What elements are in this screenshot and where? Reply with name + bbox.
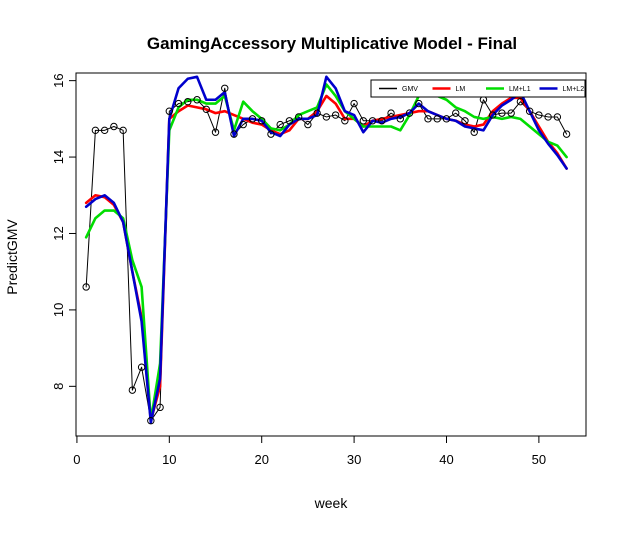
data-point-gmv (535, 111, 543, 119)
data-point-gmv (516, 97, 525, 106)
plot-series-group (82, 75, 571, 425)
x-tick-label: 20 (254, 452, 268, 467)
data-point-gmv (498, 109, 506, 117)
data-point-gmv (221, 84, 229, 92)
data-point-gmv (137, 363, 146, 371)
data-point-gmv (147, 417, 155, 425)
legend-label-gmv: GMV (402, 86, 418, 93)
series-line-lm-l2 (84, 75, 568, 424)
data-point-gmv (331, 111, 340, 119)
data-point-gmv (562, 130, 571, 138)
plot-frame (75, 72, 587, 437)
data-point-gmv (405, 109, 414, 117)
legend-label-lm-l1: LM+L1 (509, 86, 531, 93)
x-tick-label: 50 (532, 452, 546, 467)
data-point-gmv (267, 130, 275, 138)
data-point-gmv (359, 117, 368, 125)
data-point-gmv (119, 126, 127, 135)
data-point-gmv (341, 117, 349, 125)
data-point-gmv (211, 128, 220, 136)
data-point-gmv (461, 117, 469, 125)
data-point-gmv (452, 109, 460, 117)
legend-box (370, 79, 586, 98)
data-point-gmv (378, 117, 386, 125)
x-axis-label: week (314, 495, 349, 511)
data-point-gmv (276, 120, 284, 129)
data-point-gmv (174, 99, 183, 108)
x-tick-label: 0 (73, 452, 80, 467)
data-point-gmv (488, 111, 497, 119)
data-point-gmv (100, 126, 109, 135)
data-point-gmv (322, 113, 331, 121)
chart-title: GamingAccessory Multiplicative Model - F… (147, 34, 517, 53)
data-point-gmv (470, 128, 478, 136)
data-point-gmv (544, 113, 552, 121)
axes: 0 10 20 30 40 50 8 10 12 14 16 (51, 72, 587, 467)
data-point-gmv (304, 120, 312, 129)
y-tick-label: 12 (51, 226, 66, 240)
data-point-gmv (285, 117, 294, 125)
data-point-gmv (156, 403, 164, 412)
series-line-lm-l1 (84, 83, 568, 423)
x-tick-label: 10 (162, 452, 176, 467)
data-point-gmv (424, 115, 432, 123)
data-point-gmv (368, 117, 377, 125)
data-point-gmv (442, 115, 451, 123)
data-point-gmv (525, 107, 534, 115)
y-tick-label: 14 (51, 150, 66, 164)
data-point-gmv (110, 122, 118, 131)
data-point-gmv (193, 96, 201, 104)
data-point-gmv (313, 109, 321, 117)
x-tick-label: 30 (347, 452, 361, 467)
data-point-gmv (258, 117, 266, 125)
y-tick-label: 8 (51, 383, 66, 390)
data-point-gmv (350, 99, 358, 108)
data-point-gmv (396, 115, 404, 123)
legend-label-lm: LM (456, 86, 466, 93)
data-point-gmv (82, 283, 90, 291)
data-point-gmv (165, 107, 174, 115)
data-point-gmv (128, 386, 137, 394)
data-point-gmv (387, 109, 395, 117)
data-point-gmv (433, 115, 441, 123)
y-tick-label: 16 (51, 73, 66, 87)
data-point-gmv (230, 130, 238, 138)
data-point-gmv (415, 99, 423, 108)
y-axis-label: PredictGMV (4, 219, 20, 295)
x-tick-label: 40 (439, 452, 453, 467)
plot-area (82, 75, 571, 425)
data-point-gmv (202, 105, 210, 114)
data-point-gmv (507, 109, 515, 117)
data-point-gmv (184, 97, 192, 106)
legend: GMV LM LM+L1 LM+L2 (370, 79, 586, 98)
data-point-gmv (91, 126, 100, 135)
data-point-gmv (294, 113, 303, 121)
legend-label-lm-l2: LM+L2 (563, 86, 585, 93)
data-point-gmv (553, 113, 562, 121)
data-point-gmv (248, 115, 257, 123)
y-tick-label: 10 (51, 303, 66, 317)
data-point-gmv (239, 120, 247, 129)
